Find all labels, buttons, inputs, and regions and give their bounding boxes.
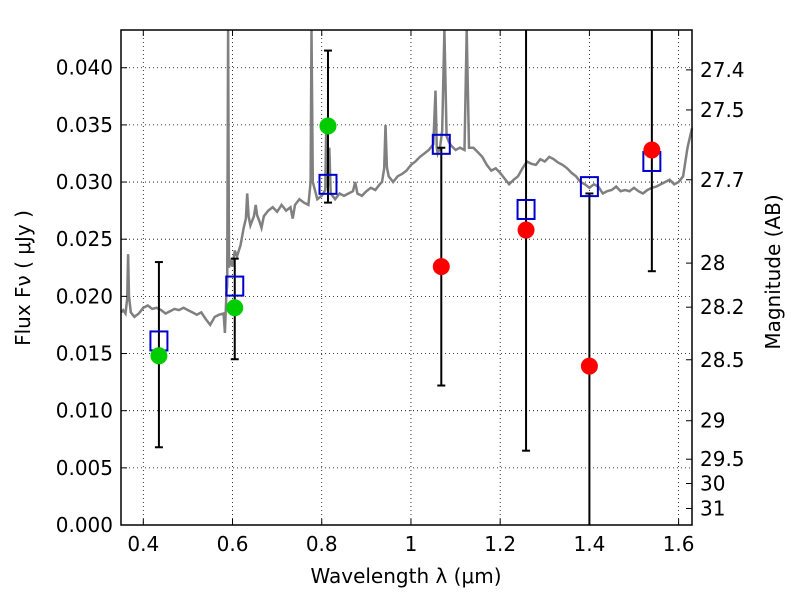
y-tick-label: 0.015 [56, 342, 113, 366]
x-tick-label: 1 [405, 532, 418, 556]
model-box-marker [318, 173, 338, 195]
magnitude-tick-label: 28 [700, 251, 725, 275]
x-tick-label: 1.2 [484, 532, 516, 556]
plot-frame [120, 29, 693, 526]
model-box-marker [431, 133, 451, 155]
magnitude-tick-label: 29 [700, 409, 725, 433]
x-tick-label: 1.4 [573, 532, 605, 556]
photometry-point [643, 141, 661, 159]
y-axis-title: Flux Fν ( μJy ) [11, 210, 35, 346]
x-tick-label: 0.8 [306, 532, 338, 556]
magnitude-tick-label: 28.5 [700, 348, 745, 372]
x-tick-label: 1.6 [663, 532, 695, 556]
magnitude-tick-label: 27.5 [700, 98, 745, 122]
model-box-marker [579, 176, 599, 198]
photometry-point [580, 357, 598, 375]
y-tick-label: 0.025 [56, 227, 113, 251]
y-tick-label: 0.035 [56, 113, 113, 137]
magnitude-tick-label: 29.5 [700, 447, 745, 471]
y-tick-label: 0.000 [56, 513, 113, 537]
x-tick-label: 0.4 [127, 532, 159, 556]
photometry-point [150, 347, 168, 365]
y-tick-label: 0.040 [56, 56, 113, 80]
magnitude-tick-label: 30 [700, 471, 725, 495]
photometry-point [517, 221, 535, 239]
magnitude-tick-label: 31 [700, 496, 725, 520]
y-tick-label: 0.005 [56, 456, 113, 480]
y-tick-label: 0.030 [56, 170, 113, 194]
spectrum-line [120, 29, 694, 333]
y-tick-label: 0.010 [56, 399, 113, 423]
model-box-marker [225, 275, 245, 297]
y-tick-label: 0.020 [56, 284, 113, 308]
grid-lines [121, 30, 692, 526]
model-box-marker [516, 198, 536, 220]
photometry-point [432, 258, 450, 276]
x-tick-label: 0.6 [217, 532, 249, 556]
magnitude-tick-label: 28.2 [700, 295, 745, 319]
magnitude-tick-label: 27.7 [700, 168, 745, 192]
x-axis-title: Wavelength λ (μm) [310, 564, 501, 588]
axes: 0.4 0.6 0.8 1 1.2 1.4 1.6 0.000 0.005 0.010 0.015 0… [56, 30, 745, 556]
photometry-point [319, 117, 337, 135]
magnitude-tick-label: 27.4 [700, 58, 745, 82]
magnitude-axis-title: Magnitude (AB) [761, 194, 785, 349]
plot-area [120, 29, 694, 525]
photometry-point [226, 299, 244, 317]
